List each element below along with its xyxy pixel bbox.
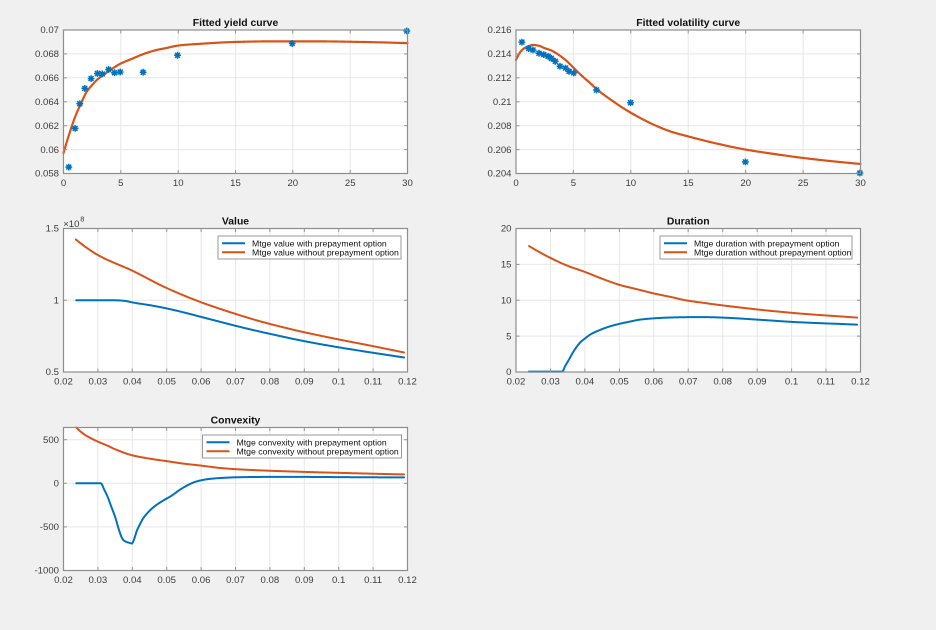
- svg-text:25: 25: [345, 178, 356, 189]
- svg-text:0.04: 0.04: [123, 377, 142, 388]
- svg-text:0.12: 0.12: [398, 377, 417, 388]
- svg-text:15: 15: [683, 178, 694, 189]
- svg-text:0.09: 0.09: [748, 377, 767, 388]
- svg-text:Mtge duration without prepayme: Mtge duration without prepayment option: [694, 248, 852, 258]
- svg-text:0.1: 0.1: [785, 377, 798, 388]
- svg-text:0.03: 0.03: [89, 575, 108, 586]
- svg-text:0.05: 0.05: [157, 377, 176, 388]
- svg-text:Fitted volatility curve: Fitted volatility curve: [636, 18, 740, 29]
- svg-text:Mtge duration with prepayment: Mtge duration with prepayment option: [694, 239, 840, 249]
- svg-text:0.216: 0.216: [487, 25, 511, 36]
- svg-text:500: 500: [43, 435, 59, 446]
- svg-text:0.11: 0.11: [364, 575, 382, 586]
- svg-text:0: 0: [513, 178, 518, 189]
- svg-text:0.06: 0.06: [40, 145, 59, 156]
- svg-text:1: 1: [54, 295, 59, 306]
- svg-text:5: 5: [506, 331, 511, 342]
- svg-text:30: 30: [855, 178, 866, 189]
- svg-text:0.068: 0.068: [35, 49, 59, 60]
- svg-text:0: 0: [506, 367, 511, 378]
- svg-text:0.06: 0.06: [192, 575, 211, 586]
- svg-text:0.206: 0.206: [487, 145, 511, 156]
- svg-text:0.062: 0.062: [35, 121, 59, 132]
- svg-text:0.04: 0.04: [123, 575, 142, 586]
- svg-text:0.07: 0.07: [40, 25, 59, 36]
- svg-text:0.02: 0.02: [54, 575, 73, 586]
- svg-text:0.11: 0.11: [364, 377, 382, 388]
- svg-text:0.214: 0.214: [487, 49, 512, 60]
- svg-text:0.08: 0.08: [261, 377, 280, 388]
- svg-text:0.058: 0.058: [35, 169, 59, 180]
- svg-text:5: 5: [571, 178, 576, 189]
- svg-text:1.5: 1.5: [46, 224, 59, 235]
- svg-text:30: 30: [402, 178, 413, 189]
- svg-text:0.08: 0.08: [713, 377, 732, 388]
- svg-text:Mtge convexity without prepaym: Mtge convexity without prepayment option: [237, 447, 399, 457]
- svg-text:0.06: 0.06: [644, 377, 663, 388]
- svg-text:Value: Value: [222, 217, 249, 228]
- svg-text:0.02: 0.02: [507, 377, 526, 388]
- svg-text:0.1: 0.1: [332, 377, 345, 388]
- svg-text:20: 20: [287, 178, 298, 189]
- svg-text:×10: ×10: [63, 219, 79, 230]
- svg-text:25: 25: [798, 178, 809, 189]
- svg-text:10: 10: [625, 178, 636, 189]
- svg-text:Convexity: Convexity: [211, 416, 261, 427]
- svg-text:0.12: 0.12: [398, 575, 417, 586]
- svg-text:10: 10: [173, 178, 184, 189]
- svg-text:0.07: 0.07: [226, 575, 245, 586]
- svg-text:5: 5: [118, 178, 123, 189]
- svg-text:0.03: 0.03: [89, 377, 108, 388]
- svg-text:0.09: 0.09: [295, 377, 314, 388]
- svg-text:8: 8: [80, 215, 84, 224]
- svg-text:-1000: -1000: [34, 566, 59, 577]
- svg-text:0: 0: [54, 479, 59, 490]
- svg-text:0.212: 0.212: [487, 73, 511, 84]
- svg-text:0.05: 0.05: [157, 575, 176, 586]
- svg-text:0.08: 0.08: [261, 575, 280, 586]
- svg-text:0.02: 0.02: [54, 377, 73, 388]
- svg-text:Mtge value without prepayment: Mtge value without prepayment option: [252, 248, 399, 258]
- svg-text:0.21: 0.21: [493, 97, 512, 108]
- svg-text:Fitted yield curve: Fitted yield curve: [193, 18, 279, 29]
- svg-text:0.12: 0.12: [851, 377, 870, 388]
- svg-text:0.208: 0.208: [487, 121, 511, 132]
- svg-text:0.1: 0.1: [332, 575, 345, 586]
- svg-text:20: 20: [740, 178, 751, 189]
- svg-text:-500: -500: [40, 522, 59, 533]
- svg-text:Mtge convexity with prepayment: Mtge convexity with prepayment option: [237, 438, 387, 448]
- svg-text:0.064: 0.064: [35, 97, 60, 108]
- svg-text:0.06: 0.06: [192, 377, 211, 388]
- svg-text:0: 0: [61, 178, 66, 189]
- svg-text:Duration: Duration: [667, 217, 710, 228]
- svg-text:0.09: 0.09: [295, 575, 314, 586]
- svg-text:0.11: 0.11: [817, 377, 835, 388]
- svg-text:15: 15: [501, 260, 512, 271]
- svg-text:0.5: 0.5: [46, 367, 59, 378]
- svg-text:0.07: 0.07: [679, 377, 698, 388]
- svg-text:0.07: 0.07: [226, 377, 245, 388]
- svg-text:0.204: 0.204: [487, 169, 512, 180]
- svg-text:0.05: 0.05: [610, 377, 629, 388]
- svg-text:Mtge value with prepayment opt: Mtge value with prepayment option: [252, 239, 387, 249]
- svg-text:0.03: 0.03: [541, 377, 560, 388]
- svg-text:0.04: 0.04: [576, 377, 595, 388]
- svg-text:10: 10: [501, 295, 512, 306]
- svg-text:20: 20: [501, 224, 512, 235]
- svg-text:0.066: 0.066: [35, 73, 59, 84]
- svg-text:15: 15: [230, 178, 241, 189]
